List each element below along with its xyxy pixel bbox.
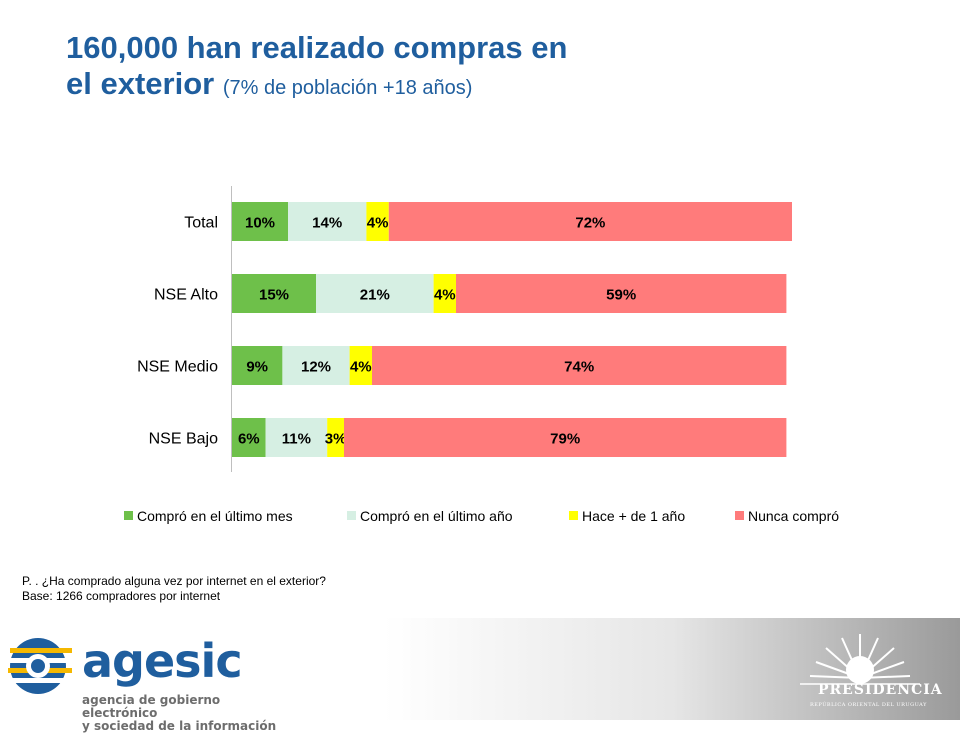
- stacked-bar-chart: Total 10% 14% 4% 72% NSE Alto 15% 21% 4% 59% NSE M…: [124, 186, 839, 524]
- agesic-tagline: agencia de gobierno electrónico y socied…: [82, 694, 298, 733]
- data-label: 14%: [312, 215, 342, 232]
- data-label: 11%: [282, 431, 311, 448]
- agesic-wordmark: agesic: [82, 634, 243, 688]
- data-label: 3%: [325, 431, 347, 448]
- bar-segment: [232, 418, 266, 457]
- category-label: NSE Alto: [154, 287, 218, 304]
- presidencia-wordmark: PRESIDENCIA: [818, 682, 943, 698]
- legend-swatch: [124, 511, 133, 520]
- footnote-question: P. . ¿Ha comprado alguna vez por interne…: [22, 574, 326, 588]
- bar-segment: [366, 202, 389, 241]
- agesic-tagline-line-2: y sociedad de la información: [82, 719, 277, 733]
- category-label: NSE Medio: [137, 359, 218, 376]
- bar-segment: [433, 274, 456, 313]
- bar-segment: [316, 274, 434, 313]
- legend-label: Compró en el último mes: [137, 508, 293, 524]
- footnote-base: Base: 1266 compradores por internet: [22, 589, 221, 603]
- title-subtitle: (7% de población +18 años): [222, 77, 473, 99]
- bar-segment: [232, 346, 283, 385]
- category-label: Total: [184, 215, 218, 232]
- agesic-tagline-line-1: agencia de gobierno electrónico: [82, 693, 221, 720]
- bar-segment: [456, 274, 787, 313]
- data-label: 21%: [360, 287, 390, 304]
- bar-segment: [344, 418, 787, 457]
- data-label: 74%: [564, 359, 594, 376]
- agesic-logo: agesic agencia de gobierno electrónico y…: [8, 628, 298, 733]
- bar-segment: [232, 274, 316, 313]
- data-label: 4%: [434, 287, 456, 304]
- bar-segment: [349, 346, 372, 385]
- bar-segment: [327, 418, 344, 457]
- data-label: 4%: [350, 359, 372, 376]
- data-label: 4%: [367, 215, 389, 232]
- data-label: 15%: [259, 287, 289, 304]
- title-line-2-main: el exterior: [66, 66, 215, 101]
- legend-swatch: [735, 511, 744, 520]
- data-label: 10%: [245, 215, 275, 232]
- data-label: 59%: [606, 287, 636, 304]
- bar-segment: [265, 418, 328, 457]
- legend-label: Compró en el último año: [360, 508, 513, 524]
- bar-segment: [288, 202, 367, 241]
- presidencia-subtitle: REPÚBLICA ORIENTAL DEL URUGUAY: [810, 702, 927, 708]
- category-label: NSE Bajo: [149, 431, 218, 448]
- sun-emblem-icon: [800, 634, 920, 685]
- data-label: 12%: [301, 359, 331, 376]
- data-label: 6%: [238, 431, 260, 448]
- bar-segment: [232, 202, 288, 241]
- title-line-2: el exterior (7% de población +18 años): [66, 66, 866, 106]
- data-label: 79%: [550, 431, 580, 448]
- data-label: 72%: [575, 215, 605, 232]
- bar-segment: [372, 346, 787, 385]
- presidencia-logo: PRESIDENCIA REPÚBLICA ORIENTAL DEL URUGU…: [780, 626, 943, 718]
- title-line-1: 160,000 han realizado compras en: [66, 30, 568, 65]
- bar-segment: [282, 346, 350, 385]
- footer-banner: agesic agencia de gobierno electrónico y…: [0, 618, 960, 733]
- agesic-globe-icon: [8, 638, 72, 694]
- page-title: 160,000 han realizado compras en el exte…: [66, 30, 866, 106]
- legend-swatch: [569, 511, 578, 520]
- legend-swatch: [347, 511, 356, 520]
- bar-segment: [388, 202, 792, 241]
- footnote: P. . ¿Ha comprado alguna vez por interne…: [22, 574, 326, 604]
- legend-label: Hace + de 1 año: [582, 508, 685, 524]
- data-label: 9%: [246, 359, 268, 376]
- legend-label: Nunca compró: [748, 508, 839, 524]
